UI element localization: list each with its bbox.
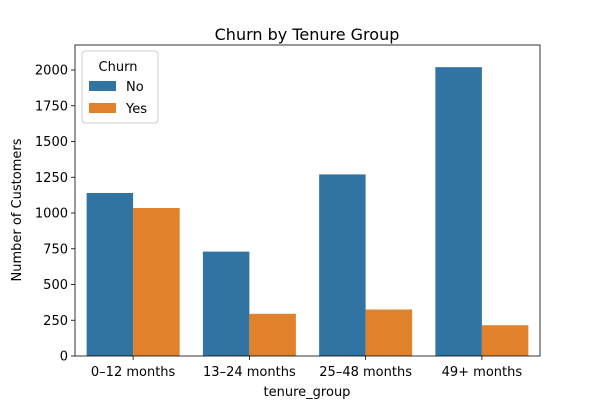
y-tick-label-5: 1250 bbox=[35, 171, 68, 186]
y-tick-label-7: 1750 bbox=[35, 99, 68, 114]
legend-swatch-yes bbox=[89, 103, 116, 113]
y-axis-label: Number of Customers bbox=[10, 138, 25, 281]
x-tick-label-2: 25–48 months bbox=[319, 365, 412, 380]
legend-label-yes: Yes bbox=[125, 102, 147, 117]
y-tick-label-8: 2000 bbox=[35, 64, 68, 79]
x-axis: 0–12 months 13–24 months 25–48 months 49+ m… bbox=[91, 356, 522, 380]
bar-no-3 bbox=[435, 67, 482, 356]
legend: Churn No Yes bbox=[82, 51, 158, 123]
y-tick-label-0: 0 bbox=[60, 350, 68, 365]
y-tick-label-6: 1500 bbox=[35, 135, 68, 150]
bar-no-1 bbox=[203, 252, 250, 356]
x-tick-label-0: 0–12 months bbox=[91, 365, 176, 380]
y-tick-label-1: 250 bbox=[43, 314, 68, 329]
bar-no-2 bbox=[319, 174, 366, 356]
legend-swatch-no bbox=[89, 81, 116, 91]
legend-title: Churn bbox=[99, 60, 138, 75]
x-axis-label: tenure_group bbox=[264, 385, 351, 400]
y-tick-label-2: 500 bbox=[43, 278, 68, 293]
legend-label-no: No bbox=[126, 80, 144, 95]
bar-yes-3 bbox=[482, 325, 529, 356]
bar-yes-0 bbox=[133, 208, 180, 356]
y-tick-label-4: 1000 bbox=[35, 207, 68, 222]
y-tick-label-3: 750 bbox=[43, 242, 68, 257]
bar-no-0 bbox=[87, 193, 134, 356]
y-axis: 0 250 500 750 1000 1250 1500 1750 2000 bbox=[35, 64, 75, 365]
x-tick-label-3: 49+ months bbox=[442, 365, 523, 380]
x-tick-label-1: 13–24 months bbox=[203, 365, 296, 380]
bar-yes-1 bbox=[249, 314, 296, 356]
chart-title: Churn by Tenure Group bbox=[215, 25, 400, 44]
bar-yes-2 bbox=[366, 310, 413, 356]
